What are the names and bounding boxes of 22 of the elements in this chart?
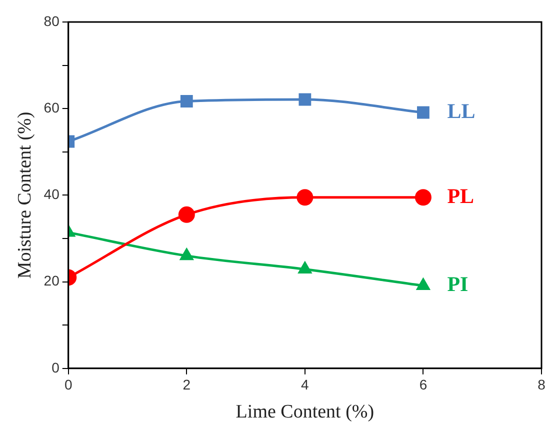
series-label: PL [447, 184, 474, 208]
y-tick-label: 0 [52, 359, 60, 376]
y-tick-label: 20 [44, 272, 60, 289]
x-axis-title: Lime Content (%) [236, 402, 374, 423]
x-tick-label: 2 [182, 376, 191, 393]
point [180, 248, 194, 260]
y-tick-label: 40 [44, 186, 60, 202]
point [417, 106, 430, 119]
x-tick-label: 6 [419, 376, 428, 393]
point [416, 278, 430, 290]
x-tick-label: 4 [301, 376, 310, 393]
y-axis-title: Moisture Content (%) [14, 112, 36, 279]
point [298, 93, 312, 106]
x-tick-label: 0 [64, 376, 72, 393]
y-tick-label: 60 [44, 99, 60, 116]
point [298, 262, 312, 274]
x-tick-label: 8 [538, 376, 546, 393]
point [414, 189, 432, 206]
series-label: PI [447, 272, 468, 296]
series-label: LL [447, 98, 476, 123]
y-tick-label: 80 [44, 12, 60, 29]
point [296, 189, 314, 206]
